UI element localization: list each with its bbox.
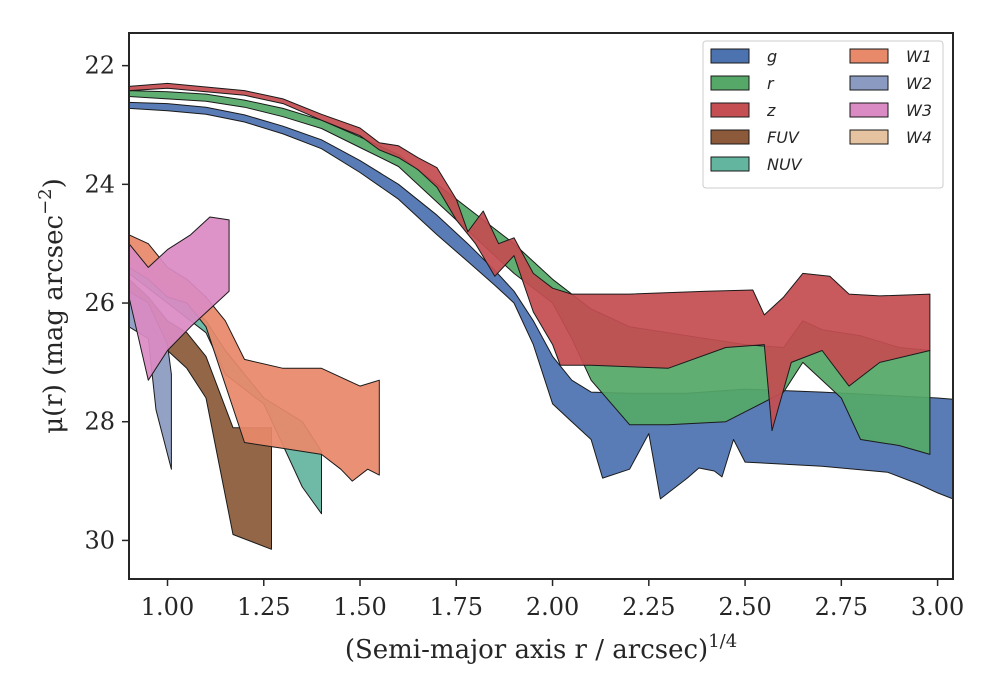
y-tick-label: 30 <box>84 526 115 554</box>
x-tick-label: 1.00 <box>141 593 194 621</box>
y-axis-title: μ(r) (mag arcsec−2) <box>35 178 69 434</box>
x-tick-label: 2.00 <box>526 593 579 621</box>
legend-label-w4: W4 <box>906 128 932 147</box>
legend-label-g: g <box>767 47 777 66</box>
legend-swatch-nuv <box>710 156 750 172</box>
plot-frame <box>128 32 954 580</box>
legend-swatch-w3 <box>849 102 889 118</box>
legend-swatch-w1 <box>849 48 889 64</box>
x-tick-label: 2.75 <box>815 593 868 621</box>
y-tick-label: 28 <box>84 408 115 436</box>
y-tick-label: 24 <box>84 170 115 198</box>
y-axis: 22 24 26 28 30 <box>84 52 129 554</box>
legend-label-w2: W2 <box>906 74 932 93</box>
legend-swatch-w4 <box>849 129 889 145</box>
legend-label-r: r <box>767 74 775 93</box>
legend-label-nuv: NUV <box>767 155 803 174</box>
band-z <box>129 82 931 432</box>
band-w3 <box>129 216 230 381</box>
legend-label-fuv: FUV <box>767 128 800 147</box>
legend-label-z: z <box>766 101 776 120</box>
legend-swatch-fuv <box>710 129 750 145</box>
legend-swatch-w2 <box>849 75 889 91</box>
legend-swatch-z <box>710 102 750 118</box>
legend: grz FUV NUV W1 W2 W3 W4 <box>702 40 944 189</box>
legend-swatch-g <box>710 48 750 64</box>
x-tick-label: 1.50 <box>333 593 386 621</box>
x-tick-label: 1.75 <box>430 593 483 621</box>
legend-label-w3: W3 <box>906 101 932 120</box>
legend-swatch-r <box>710 75 750 91</box>
series-layer <box>129 82 953 550</box>
x-tick-label: 2.25 <box>622 593 675 621</box>
y-tick-label: 22 <box>84 52 115 80</box>
y-tick-label: 26 <box>84 289 115 317</box>
x-axis-title: (Semi-major axis r / arcsec)1/4 <box>345 631 737 665</box>
x-tick-label: 3.00 <box>911 593 964 621</box>
x-tick-label: 1.25 <box>237 593 290 621</box>
x-tick-label: 2.50 <box>718 593 771 621</box>
x-axis: 1.00 1.25 1.50 1.75 2.00 2.25 2.50 2.75 3.00 <box>141 579 964 621</box>
legend-label-w1: W1 <box>906 47 932 66</box>
